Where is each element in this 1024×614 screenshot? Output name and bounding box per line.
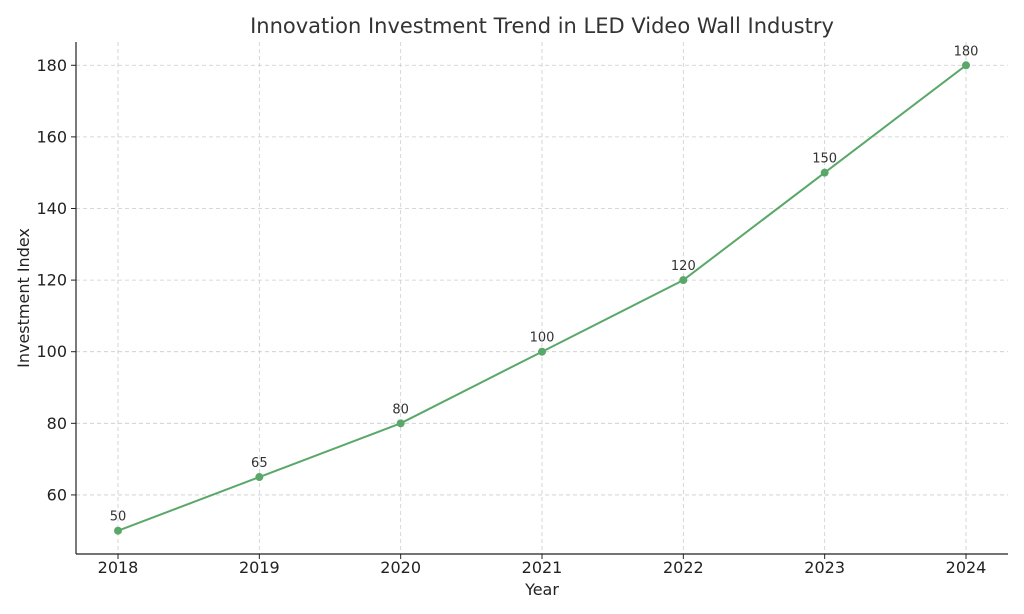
data-label: 65	[251, 456, 268, 471]
y-tick-label: 120	[36, 271, 67, 290]
x-axis-label: Year	[524, 580, 559, 599]
series-group	[114, 61, 970, 535]
x-tick-label: 2020	[380, 558, 421, 577]
x-tick-label: 2021	[522, 558, 563, 577]
grid-lines	[76, 42, 1008, 554]
y-tick-label: 140	[36, 199, 67, 218]
data-point	[679, 276, 688, 285]
chart-title: Innovation Investment Trend in LED Video…	[250, 14, 834, 38]
x-tick-label: 2019	[239, 558, 280, 577]
x-tick-label: 2024	[946, 558, 987, 577]
data-label: 120	[671, 259, 696, 274]
y-tick-label: 100	[36, 342, 67, 361]
data-label: 150	[812, 152, 837, 167]
x-tick-label: 2018	[98, 558, 139, 577]
y-tick-label: 60	[47, 485, 67, 504]
data-labels: 50 65 80 100 120 150 180	[110, 44, 979, 524]
y-tick-label: 80	[47, 414, 67, 433]
data-point	[114, 526, 122, 535]
axis-ticks: 2018 2019 2020 2021 2022 2023 2024 60 80 100 120 14…	[36, 56, 986, 577]
y-tick-label: 180	[36, 56, 67, 75]
x-tick-label: 2022	[663, 558, 704, 577]
data-point	[820, 168, 829, 177]
data-label: 180	[954, 44, 979, 59]
data-point	[962, 61, 970, 70]
data-point	[538, 347, 546, 356]
y-tick-label: 160	[36, 127, 67, 146]
data-label: 50	[110, 510, 127, 525]
x-tick-label: 2023	[804, 558, 845, 577]
y-axis-label: Investment Index	[14, 228, 33, 368]
data-label: 100	[530, 331, 555, 346]
data-point	[255, 473, 264, 482]
data-point	[396, 419, 405, 428]
data-label: 80	[392, 402, 409, 417]
